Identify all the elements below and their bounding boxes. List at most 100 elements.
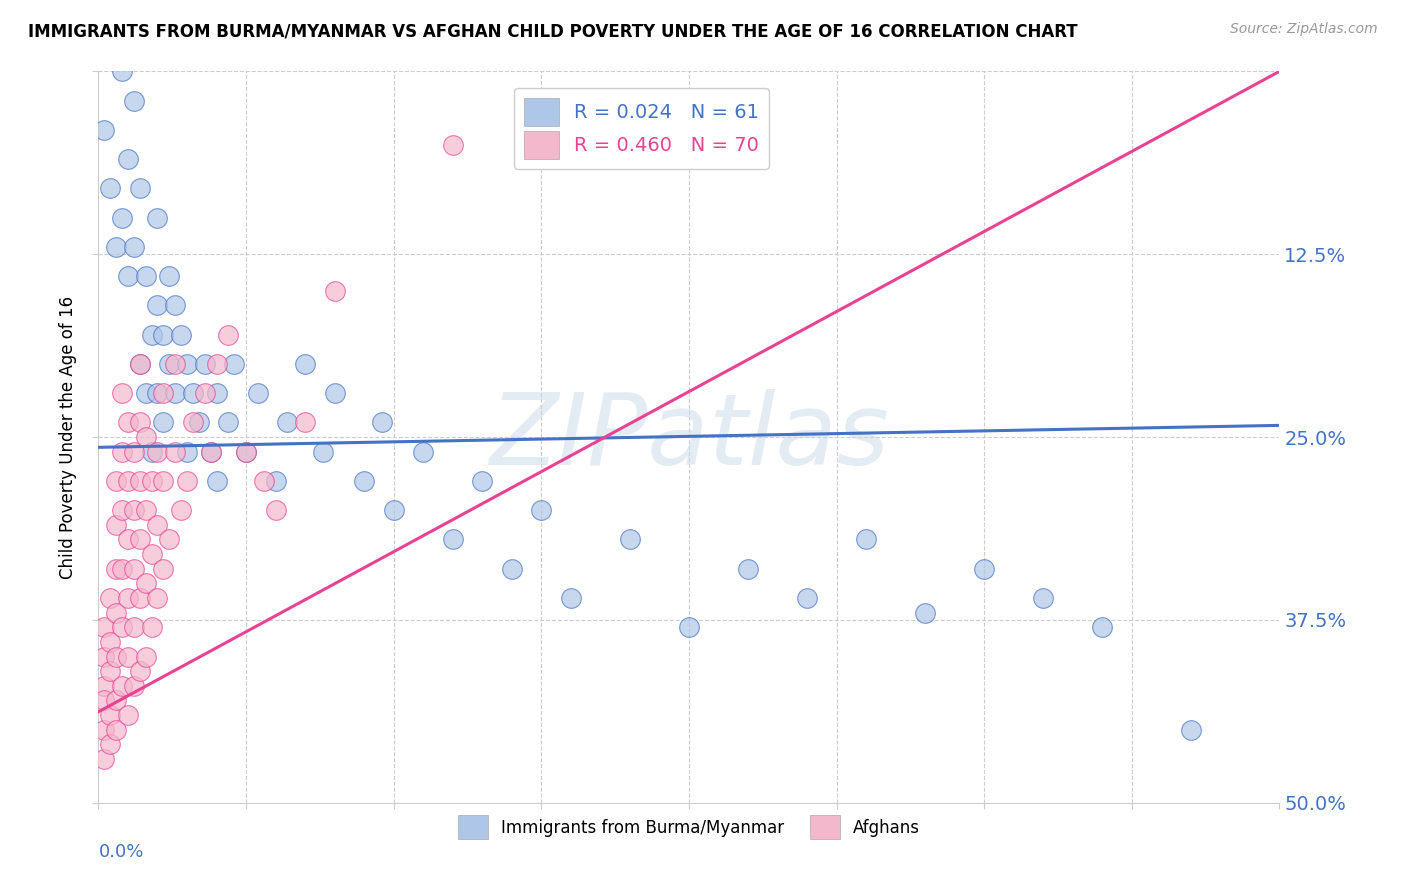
Point: [253, 474, 276, 488]
Point: [353, 474, 375, 488]
Point: [294, 416, 316, 430]
Point: [128, 181, 150, 195]
Point: [264, 503, 287, 517]
Point: [200, 444, 222, 458]
Point: [1180, 723, 1202, 737]
Point: [98, 664, 121, 678]
Point: [93, 620, 115, 634]
Point: [105, 474, 128, 488]
Point: [117, 152, 139, 166]
Point: [128, 664, 150, 678]
Point: [117, 474, 139, 488]
Point: [93, 649, 115, 664]
Point: [157, 357, 180, 371]
Point: [146, 517, 169, 532]
Point: [98, 591, 121, 605]
Point: [135, 430, 157, 444]
Point: [135, 386, 157, 401]
Point: [111, 503, 134, 517]
Point: [111, 679, 134, 693]
Point: [93, 679, 115, 693]
Point: [441, 137, 464, 152]
Point: [323, 284, 346, 298]
Point: [1032, 591, 1054, 605]
Point: [117, 269, 139, 284]
Point: [117, 708, 139, 723]
Text: Source: ZipAtlas.com: Source: ZipAtlas.com: [1230, 22, 1378, 37]
Point: [111, 444, 134, 458]
Point: [105, 240, 128, 254]
Point: [122, 444, 145, 458]
Point: [276, 416, 298, 430]
Point: [111, 64, 134, 78]
Point: [217, 327, 239, 342]
Point: [530, 503, 553, 517]
Point: [122, 679, 145, 693]
Point: [205, 386, 228, 401]
Point: [235, 444, 257, 458]
Point: [152, 562, 174, 576]
Point: [141, 620, 163, 634]
Point: [170, 327, 193, 342]
Point: [98, 708, 121, 723]
Point: [111, 211, 134, 225]
Point: [165, 298, 187, 312]
Point: [157, 269, 180, 284]
Point: [141, 444, 163, 458]
Point: [205, 474, 228, 488]
Point: [170, 503, 193, 517]
Point: [146, 298, 169, 312]
Point: [135, 269, 157, 284]
Point: [98, 181, 121, 195]
Point: [312, 444, 335, 458]
Point: [323, 386, 346, 401]
Point: [146, 591, 169, 605]
Point: [1091, 620, 1114, 634]
Point: [146, 211, 169, 225]
Point: [264, 474, 287, 488]
Point: [181, 386, 204, 401]
Point: [117, 416, 139, 430]
Point: [93, 123, 115, 137]
Point: [117, 649, 139, 664]
Point: [224, 357, 246, 371]
Point: [152, 386, 174, 401]
Point: [105, 562, 128, 576]
Point: [165, 357, 187, 371]
Point: [122, 562, 145, 576]
Point: [152, 416, 174, 430]
Point: [560, 591, 582, 605]
Point: [105, 517, 128, 532]
Point: [128, 591, 150, 605]
Point: [412, 444, 434, 458]
Point: [973, 562, 995, 576]
Point: [471, 474, 494, 488]
Point: [165, 386, 187, 401]
Point: [246, 386, 269, 401]
Point: [371, 416, 394, 430]
Point: [181, 416, 204, 430]
Point: [187, 416, 209, 430]
Point: [678, 620, 700, 634]
Point: [737, 562, 759, 576]
Point: [93, 752, 115, 766]
Point: [128, 474, 150, 488]
Legend: Immigrants from Burma/Myanmar, Afghans: Immigrants from Burma/Myanmar, Afghans: [451, 809, 927, 846]
Text: IMMIGRANTS FROM BURMA/MYANMAR VS AFGHAN CHILD POVERTY UNDER THE AGE OF 16 CORREL: IMMIGRANTS FROM BURMA/MYANMAR VS AFGHAN …: [28, 22, 1078, 40]
Point: [141, 547, 163, 561]
Point: [105, 723, 128, 737]
Point: [98, 737, 121, 751]
Point: [135, 503, 157, 517]
Point: [165, 444, 187, 458]
Point: [93, 723, 115, 737]
Point: [98, 635, 121, 649]
Point: [135, 576, 157, 591]
Point: [176, 357, 198, 371]
Point: [217, 416, 239, 430]
Point: [128, 357, 150, 371]
Point: [914, 606, 936, 620]
Point: [796, 591, 818, 605]
Text: 0.0%: 0.0%: [98, 843, 143, 861]
Point: [141, 327, 163, 342]
Point: [382, 503, 405, 517]
